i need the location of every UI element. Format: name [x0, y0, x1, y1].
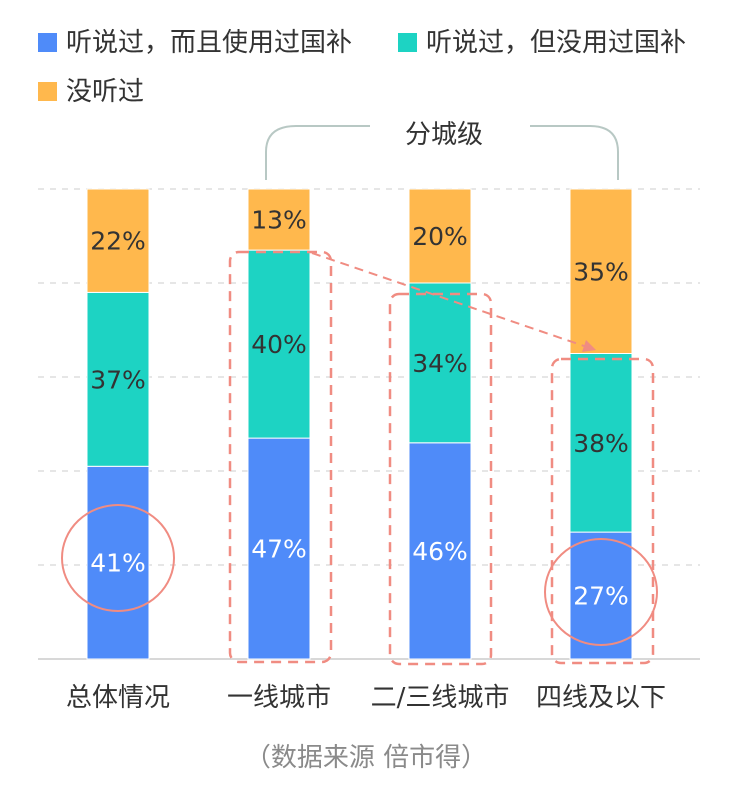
data-label: 20% [412, 222, 468, 251]
data-label: 41% [90, 549, 146, 578]
data-label: 34% [412, 349, 468, 378]
group-bracket-left [265, 125, 370, 180]
category-label: 一线城市 [227, 683, 331, 713]
category-label: 四线及以下 [536, 683, 666, 713]
category-labels: 总体情况 一线城市 二/三线城市 四线及以下 [66, 683, 666, 713]
trend-arrow-head [582, 340, 596, 352]
bar-segment [408, 282, 472, 444]
data-label: 40% [251, 330, 307, 359]
data-label: 46% [412, 537, 468, 566]
bar-segment [247, 437, 311, 660]
data-label: 13% [251, 206, 307, 235]
source-note: （数据来源 倍市得） [245, 743, 487, 773]
bar-segment [86, 465, 150, 660]
data-label: 38% [573, 429, 629, 458]
group-label: 分城级 [405, 120, 483, 150]
legend-swatch [38, 82, 57, 101]
legend-label: 听说过，而且使用过国补 [66, 28, 352, 58]
bar-segment [408, 442, 472, 660]
data-label: 47% [251, 535, 307, 564]
bar-segment [247, 249, 311, 439]
category-label: 二/三线城市 [371, 683, 510, 713]
trend-arrow-line [311, 252, 588, 348]
legend-swatch [398, 33, 417, 52]
bar-segment [569, 188, 633, 354]
bar-segment [408, 188, 472, 284]
bar-stacks: 41% 37% 22% 47% 40% 13% 46% 34% 20% 27% 38% 35% [86, 188, 633, 660]
bar-segment [569, 353, 633, 533]
annotations [61, 125, 658, 666]
legend-swatch [38, 33, 57, 52]
bar-segment [247, 188, 311, 251]
legend-label: 没听过 [66, 77, 144, 107]
highlight-box [550, 357, 655, 665]
data-label: 22% [90, 227, 146, 256]
highlight-circle [61, 504, 175, 612]
bar-segment [86, 291, 150, 467]
highlight-box [388, 292, 493, 666]
legend-label: 听说过，但没用过国补 [426, 28, 686, 58]
highlight-circle [544, 538, 658, 646]
data-label: 35% [573, 257, 629, 286]
data-label: 27% [573, 582, 629, 611]
bar-segment [569, 531, 633, 660]
highlight-box [228, 250, 333, 664]
data-label: 37% [90, 365, 146, 394]
group-bracket-right [530, 125, 619, 180]
bar-segment [86, 188, 150, 293]
category-label: 总体情况 [66, 683, 170, 713]
